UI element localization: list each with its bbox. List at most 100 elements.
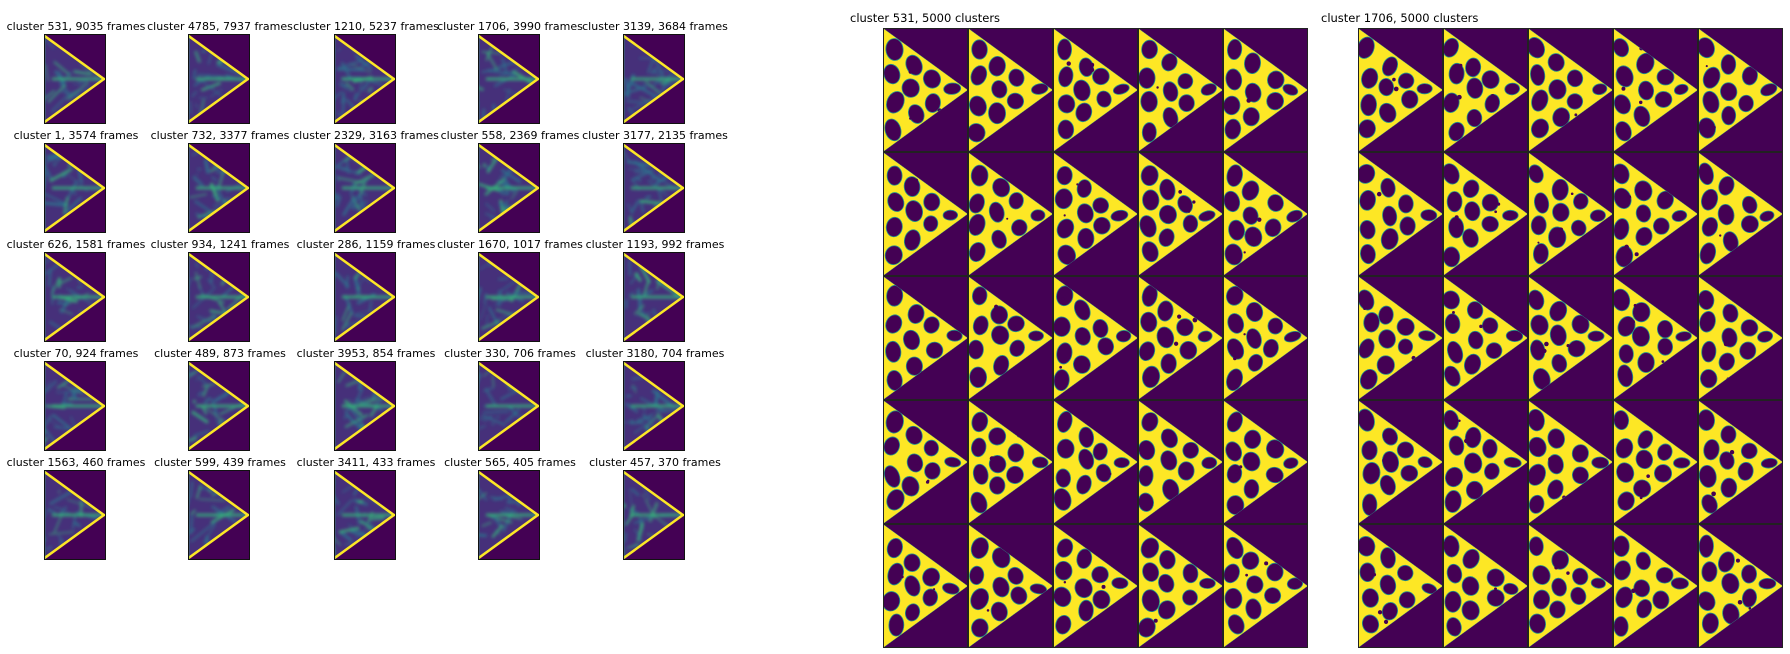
heatmap-tile — [44, 252, 106, 342]
structure-sample-tile — [1223, 276, 1308, 400]
structure-sample-tile — [1613, 276, 1698, 400]
heatmap-tile — [44, 34, 106, 124]
heatmap-tile — [334, 34, 396, 124]
heatmap-tile — [334, 143, 396, 233]
sample-panel-title: cluster 531, 5000 clusters — [850, 11, 1001, 25]
structure-sample-tile — [1138, 28, 1223, 152]
heatmap-caption: cluster 934, 1241 frames — [150, 238, 290, 251]
heatmap-caption: cluster 286, 1159 frames — [296, 238, 436, 251]
structure-sample-tile — [883, 276, 968, 400]
heatmap-caption: cluster 70, 924 frames — [13, 347, 139, 360]
heatmap-caption: cluster 3411, 433 frames — [296, 456, 436, 469]
heatmap-caption: cluster 489, 873 frames — [154, 347, 286, 360]
structure-sample-tile — [1443, 524, 1528, 648]
heatmap-tile — [478, 470, 540, 560]
structure-sample-tile — [1613, 28, 1698, 152]
heatmap-caption: cluster 2329, 3163 frames — [293, 129, 439, 142]
structure-sample-tile — [1443, 152, 1528, 276]
heatmap-caption: cluster 1563, 460 frames — [6, 456, 146, 469]
heatmap-caption: cluster 3180, 704 frames — [585, 347, 725, 360]
structure-sample-tile — [883, 524, 968, 648]
heatmap-caption: cluster 599, 439 frames — [154, 456, 286, 469]
structure-sample-tile — [1053, 152, 1138, 276]
structure-sample-tile — [1443, 28, 1528, 152]
structure-sample-tile — [1138, 400, 1223, 524]
heatmap-tile — [623, 470, 685, 560]
structure-sample-tile — [1528, 400, 1613, 524]
structure-sample-tile — [1223, 28, 1308, 152]
heatmap-tile — [478, 143, 540, 233]
structure-sample-tile — [1613, 152, 1698, 276]
heatmap-caption: cluster 1210, 5237 frames — [293, 20, 439, 33]
heatmap-caption: cluster 330, 706 frames — [444, 347, 576, 360]
structure-sample-tile — [1698, 152, 1783, 276]
heatmap-caption: cluster 1670, 1017 frames — [437, 238, 583, 251]
structure-sample-tile — [1053, 28, 1138, 152]
structure-sample-tile — [968, 28, 1053, 152]
heatmap-caption: cluster 531, 9035 frames — [6, 20, 146, 33]
structure-sample-tile — [968, 276, 1053, 400]
heatmap-tile — [44, 470, 106, 560]
heatmap-tile — [334, 361, 396, 451]
structure-sample-tile — [883, 28, 968, 152]
structure-sample-tile — [883, 152, 968, 276]
heatmap-tile — [334, 252, 396, 342]
heatmap-caption: cluster 1706, 3990 frames — [437, 20, 583, 33]
heatmap-caption: cluster 565, 405 frames — [444, 456, 576, 469]
structure-sample-tile — [1138, 524, 1223, 648]
heatmap-caption: cluster 1, 3574 frames — [13, 129, 139, 142]
structure-sample-tile — [1443, 400, 1528, 524]
heatmap-tile — [188, 143, 250, 233]
heatmap-tile — [623, 252, 685, 342]
heatmap-caption: cluster 4785, 7937 frames — [147, 20, 293, 33]
structure-sample-tile — [1138, 276, 1223, 400]
heatmap-tile — [478, 252, 540, 342]
heatmap-caption: cluster 558, 2369 frames — [440, 129, 580, 142]
structure-sample-tile — [1698, 276, 1783, 400]
structure-sample-tile — [1053, 276, 1138, 400]
structure-sample-tile — [1053, 524, 1138, 648]
structure-sample-tile — [1223, 524, 1308, 648]
structure-sample-tile — [968, 400, 1053, 524]
structure-sample-tile — [1358, 152, 1443, 276]
heatmap-caption: cluster 732, 3377 frames — [150, 129, 290, 142]
heatmap-tile — [188, 470, 250, 560]
structure-sample-tile — [1698, 28, 1783, 152]
structure-sample-tile — [1613, 524, 1698, 648]
heatmap-tile — [623, 34, 685, 124]
structure-sample-tile — [1358, 400, 1443, 524]
structure-sample-tile — [1528, 152, 1613, 276]
structure-sample-tile — [1358, 28, 1443, 152]
heatmap-tile — [188, 34, 250, 124]
structure-sample-tile — [1443, 276, 1528, 400]
structure-sample-tile — [1613, 400, 1698, 524]
structure-sample-tile — [1358, 276, 1443, 400]
heatmap-tile — [44, 143, 106, 233]
structure-sample-tile — [1528, 524, 1613, 648]
structure-sample-tile — [1698, 524, 1783, 648]
structure-sample-tile — [968, 524, 1053, 648]
sample-panel-title: cluster 1706, 5000 clusters — [1321, 11, 1479, 25]
structure-sample-tile — [1528, 276, 1613, 400]
heatmap-caption: cluster 3139, 3684 frames — [582, 20, 728, 33]
heatmap-tile — [188, 361, 250, 451]
structure-sample-tile — [1223, 400, 1308, 524]
structure-sample-tile — [883, 400, 968, 524]
heatmap-tile — [44, 361, 106, 451]
heatmap-caption: cluster 3177, 2135 frames — [582, 129, 728, 142]
structure-sample-tile — [968, 152, 1053, 276]
heatmap-caption: cluster 3953, 854 frames — [296, 347, 436, 360]
heatmap-caption: cluster 1193, 992 frames — [585, 238, 725, 251]
heatmap-caption: cluster 626, 1581 frames — [6, 238, 146, 251]
structure-sample-tile — [1138, 152, 1223, 276]
structure-sample-tile — [1223, 152, 1308, 276]
heatmap-tile — [623, 143, 685, 233]
heatmap-caption: cluster 457, 370 frames — [589, 456, 721, 469]
heatmap-tile — [478, 361, 540, 451]
structure-sample-tile — [1698, 400, 1783, 524]
heatmap-tile — [623, 361, 685, 451]
heatmap-tile — [334, 470, 396, 560]
heatmap-tile — [188, 252, 250, 342]
structure-sample-tile — [1358, 524, 1443, 648]
heatmap-tile — [478, 34, 540, 124]
